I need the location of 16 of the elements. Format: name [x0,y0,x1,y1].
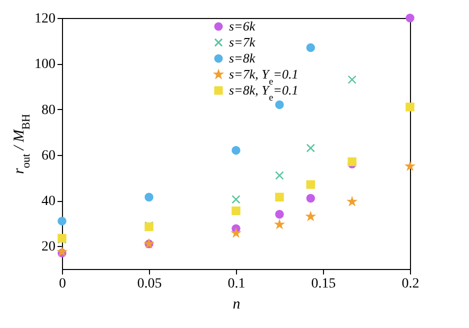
legend-label: s=7k, Y$_{e}$=0.1 [229,66,298,87]
x-tick-label: 0.1 [228,276,246,292]
y-tick-label: 40 [42,194,56,210]
y-tick-label: 80 [42,102,56,118]
y-tick-label: 120 [34,12,56,26]
y-tick-label: 100 [34,57,56,72]
legend-label: s=8k [229,50,256,66]
x-axis-title: n [232,296,240,312]
y-tick-label: 20 [42,240,56,255]
x-tick-label: 0.05 [137,276,162,292]
x-tick-label: 0.15 [311,276,336,292]
x-tick-label: 0.2 [402,276,420,292]
legend-label: s=6k [229,18,256,34]
y-tick-label: 60 [42,148,56,164]
x-tick-label: 0 [59,276,66,292]
legend-label: s=7k [229,34,256,50]
